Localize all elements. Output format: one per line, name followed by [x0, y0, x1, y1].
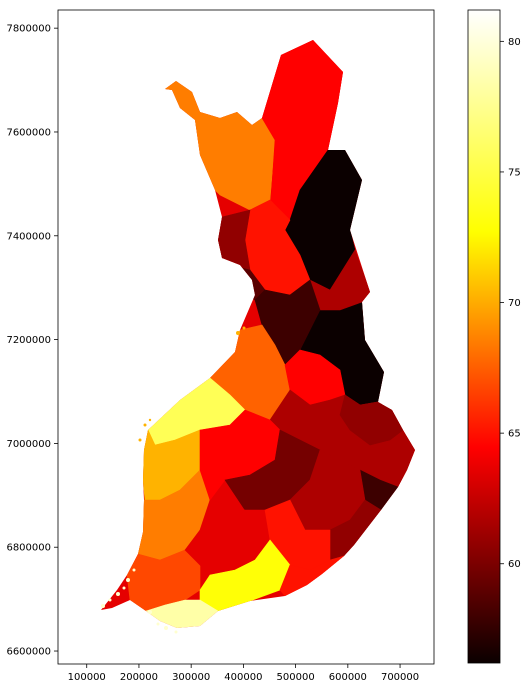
colorbar-tick-label: 65 [508, 429, 521, 440]
y-tick-label: 7800000 [6, 24, 51, 35]
island [108, 598, 112, 602]
region-kainuu-north [309, 249, 371, 311]
x-tick-label: 300000 [172, 672, 210, 683]
island [132, 568, 136, 572]
island [126, 578, 130, 582]
y-tick-label: 7400000 [6, 231, 51, 242]
y-tick-label: 7600000 [6, 127, 51, 138]
island [164, 626, 168, 630]
island [236, 331, 240, 335]
island [138, 438, 142, 442]
region-kymenlaakso [279, 555, 345, 597]
island [122, 586, 126, 590]
x-tick-label: 400000 [224, 672, 262, 683]
region-turku-archipelago [145, 599, 219, 628]
island [148, 610, 152, 614]
island [174, 630, 178, 634]
colorbar [467, 9, 501, 664]
colorbar-tick-label: 80 [508, 37, 521, 48]
x-tick-label: 500000 [277, 672, 315, 683]
y-axis: 7800000 7600000 7400000 7200000 7000000 68000… [6, 24, 58, 658]
island [242, 326, 246, 330]
y-tick-label: 7000000 [6, 439, 51, 450]
x-tick-label: 700000 [381, 672, 419, 683]
island [156, 622, 160, 626]
x-tick-label: 600000 [329, 672, 367, 683]
island [143, 423, 147, 427]
y-tick-label: 6600000 [6, 647, 51, 658]
colorbar-tick-label: 60 [508, 559, 521, 570]
colorbar-axis: 60 65 70 75 80 [500, 37, 521, 570]
y-tick-label: 6800000 [6, 543, 51, 554]
island-layer [101, 326, 246, 634]
island [116, 592, 120, 596]
x-tick-label: 100000 [68, 672, 106, 683]
island [101, 604, 105, 608]
x-axis: 100000 200000 300000 400000 500000 600000 7000… [68, 664, 419, 683]
region-pohjois-karjala [339, 394, 404, 446]
y-tick-label: 7200000 [6, 335, 51, 346]
x-tick-label: 200000 [120, 672, 158, 683]
island [148, 418, 152, 422]
colorbar-tick-label: 75 [508, 167, 521, 178]
colorbar-tick-label: 70 [508, 298, 521, 309]
